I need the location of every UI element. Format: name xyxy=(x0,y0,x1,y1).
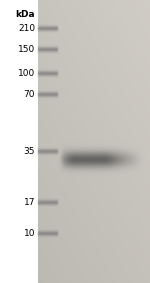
Text: 70: 70 xyxy=(24,90,35,99)
Text: 210: 210 xyxy=(18,24,35,33)
Text: 35: 35 xyxy=(24,147,35,156)
Text: 150: 150 xyxy=(18,45,35,54)
Text: kDa: kDa xyxy=(15,10,35,19)
Text: 17: 17 xyxy=(24,198,35,207)
Text: 100: 100 xyxy=(18,69,35,78)
Text: 10: 10 xyxy=(24,229,35,238)
